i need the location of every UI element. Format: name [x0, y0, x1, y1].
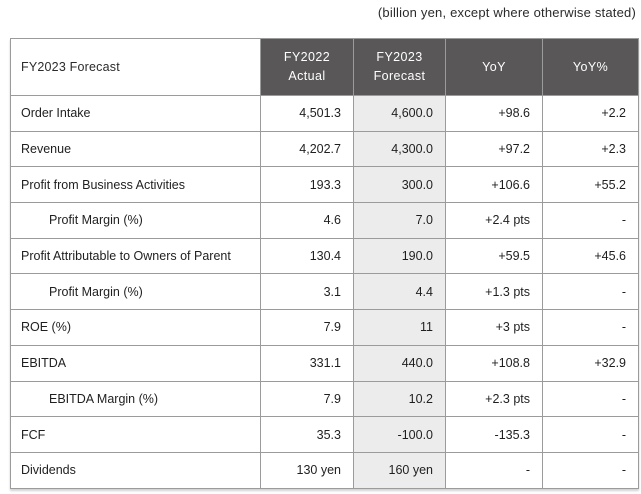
- fy2022-actual-value: 3.1: [260, 273, 354, 311]
- yoy-value: +2.3 pts: [445, 380, 543, 418]
- fy2023-forecast-value: 7.0: [353, 202, 446, 239]
- fy2023-forecast-value: 4,300.0: [353, 130, 446, 168]
- table-row-revenue: Revenue 4,202.7 4,300.0 +97.2 +2.3: [10, 130, 639, 168]
- yoy-pct-value: -: [542, 380, 639, 418]
- yoy-pct-value: -: [542, 273, 639, 311]
- column-header-yoy-pct: YoY%: [542, 38, 639, 96]
- fy2022-actual-value: 4,202.7: [260, 130, 354, 168]
- fy2023-forecast-value: 160 yen: [353, 451, 446, 489]
- yoy-pct-value: +2.3: [542, 130, 639, 168]
- yoy-pct-value: -: [542, 416, 639, 453]
- row-label-indented: EBITDA Margin (%): [10, 380, 261, 418]
- table-row-fcf: FCF 35.3 -100.0 -135.3 -: [10, 416, 639, 453]
- row-label: Dividends: [10, 451, 261, 489]
- fy2022-actual-value: 331.1: [260, 344, 354, 382]
- column-header-fy2022-actual: FY2022 Actual: [260, 38, 354, 96]
- yoy-pct-value: +45.6: [542, 237, 639, 275]
- fy2022-actual-value: 7.9: [260, 309, 354, 346]
- fy2023-forecast-table: FY2023 Forecast FY2022 Actual FY2023 For…: [10, 38, 639, 489]
- column-header-fy2023-forecast: FY2023 Forecast: [353, 38, 446, 96]
- units-caption: (billion yen, except where otherwise sta…: [377, 5, 636, 20]
- yoy-pct-value: -: [542, 202, 639, 239]
- yoy-pct-value: +55.2: [542, 166, 639, 204]
- row-label: Order Intake: [10, 95, 261, 132]
- yoy-value: -135.3: [445, 416, 543, 453]
- yoy-value: +2.4 pts: [445, 202, 543, 239]
- yoy-value: +3 pts: [445, 309, 543, 346]
- table-row-dividends: Dividends 130 yen 160 yen - -: [10, 451, 639, 489]
- table-row-ebitda-margin: EBITDA Margin (%) 7.9 10.2 +2.3 pts -: [10, 380, 639, 418]
- yoy-value: +106.6: [445, 166, 543, 204]
- fy2022-actual-value: 193.3: [260, 166, 354, 204]
- fy2023-forecast-value: 300.0: [353, 166, 446, 204]
- row-label: ROE (%): [10, 309, 261, 346]
- fy2023-forecast-value: 11: [353, 309, 446, 346]
- column-header-line: Forecast: [373, 69, 426, 83]
- column-header-line: Actual: [288, 69, 326, 83]
- table-row-profit-business-activities: Profit from Business Activities 193.3 30…: [10, 166, 639, 204]
- yoy-value: +59.5: [445, 237, 543, 275]
- fy2023-forecast-value: 190.0: [353, 237, 446, 275]
- fy2023-forecast-value: -100.0: [353, 416, 446, 453]
- row-label: EBITDA: [10, 344, 261, 382]
- row-label: Profit from Business Activities: [10, 166, 261, 204]
- yoy-pct-value: -: [542, 451, 639, 489]
- fy2022-actual-value: 35.3: [260, 416, 354, 453]
- fy2022-actual-value: 130 yen: [260, 451, 354, 489]
- row-label: Revenue: [10, 130, 261, 168]
- yoy-pct-value: -: [542, 309, 639, 346]
- yoy-value: +1.3 pts: [445, 273, 543, 311]
- fy2022-actual-value: 4,501.3: [260, 95, 354, 132]
- fy2023-forecast-value: 4.4: [353, 273, 446, 311]
- table-row-roe: ROE (%) 7.9 11 +3 pts -: [10, 309, 639, 346]
- row-label: Profit Attributable to Owners of Parent: [10, 237, 261, 275]
- column-header-line: FY2022: [283, 50, 331, 65]
- fy2022-actual-value: 130.4: [260, 237, 354, 275]
- fy2023-forecast-value: 440.0: [353, 344, 446, 382]
- fy2022-actual-value: 7.9: [260, 380, 354, 418]
- table-row-order-intake: Order Intake 4,501.3 4,600.0 +98.6 +2.2: [10, 95, 639, 132]
- row-label-indented: Profit Margin (%): [10, 273, 261, 311]
- column-header-line: FY2023: [376, 50, 423, 65]
- table-header-row: FY2023 Forecast FY2022 Actual FY2023 For…: [10, 38, 639, 96]
- table-row-profit-attributable: Profit Attributable to Owners of Parent …: [10, 237, 639, 275]
- column-header-yoy: YoY: [445, 38, 543, 96]
- yoy-pct-value: +2.2: [542, 95, 639, 132]
- fy2022-actual-value: 4.6: [260, 202, 354, 239]
- table-row-profit-margin-parent: Profit Margin (%) 3.1 4.4 +1.3 pts -: [10, 273, 639, 311]
- table-row-ebitda: EBITDA 331.1 440.0 +108.8 +32.9: [10, 344, 639, 382]
- yoy-value: -: [445, 451, 543, 489]
- table-title-cell: FY2023 Forecast: [10, 38, 261, 96]
- yoy-value: +108.8: [445, 344, 543, 382]
- row-label: FCF: [10, 416, 261, 453]
- table-row-profit-margin-business: Profit Margin (%) 4.6 7.0 +2.4 pts -: [10, 202, 639, 239]
- yoy-pct-value: +32.9: [542, 344, 639, 382]
- fy2023-forecast-value: 10.2: [353, 380, 446, 418]
- row-label-indented: Profit Margin (%): [10, 202, 261, 239]
- yoy-value: +98.6: [445, 95, 543, 132]
- yoy-value: +97.2: [445, 130, 543, 168]
- fy2023-forecast-value: 4,600.0: [353, 95, 446, 132]
